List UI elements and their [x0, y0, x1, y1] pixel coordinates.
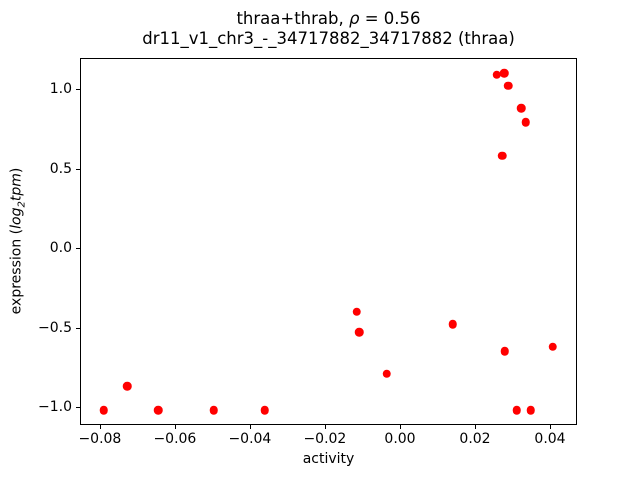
data-point [526, 405, 536, 415]
x-tick-mark [324, 425, 326, 429]
ylabel-log-base: 2 [16, 201, 28, 208]
x-tick-mark [550, 425, 551, 429]
y-tick-label: −1.0 [38, 399, 72, 415]
x-tick-label: −0.06 [153, 431, 197, 447]
data-point [492, 70, 501, 79]
x-tick-mark [174, 425, 176, 429]
title-correlation-value: = 0.56 [359, 9, 421, 28]
data-point [153, 405, 163, 415]
y-tick-label: 0.0 [49, 240, 72, 256]
data-point [548, 342, 557, 351]
x-tick-label: −0.08 [78, 431, 122, 447]
data-point [512, 405, 521, 415]
plot-area [80, 58, 577, 425]
data-point [448, 320, 458, 329]
data-point [500, 347, 509, 356]
data-point [99, 405, 108, 415]
chart-title: thraa+thrab, ρ = 0.56 [80, 9, 577, 29]
y-tick-mark [76, 327, 80, 329]
x-tick-mark [99, 425, 101, 429]
data-point [499, 68, 509, 78]
chart-titles: thraa+thrab, ρ = 0.56 dr11_v1_chr3_-_347… [80, 9, 577, 48]
data-point [382, 369, 392, 378]
x-tick-label: 0.02 [459, 431, 491, 447]
data-point [355, 328, 364, 337]
data-point [260, 405, 270, 415]
x-tick-mark [400, 425, 401, 429]
y-tick-mark [76, 407, 80, 408]
x-tick-label: 0.00 [384, 431, 416, 447]
y-tick-label: 0.5 [49, 160, 72, 177]
data-point [209, 405, 219, 415]
data-point [504, 81, 513, 91]
data-point [516, 103, 526, 113]
data-point [521, 118, 530, 127]
y-tick-label: −0.5 [38, 319, 72, 336]
title-text: thraa+thrab, [236, 9, 349, 28]
y-tick-label: 1.0 [49, 81, 72, 97]
x-tick-mark [249, 425, 251, 429]
y-tick-mark [76, 168, 80, 170]
chart-subtitle: dr11_v1_chr3_-_34717882_34717882 (thraa) [142, 28, 515, 48]
data-point [352, 307, 362, 316]
x-axis-label: activity [302, 451, 355, 467]
ylabel-tpm: tpm [8, 173, 25, 202]
data-point [498, 151, 507, 161]
ylabel-log: log [8, 207, 25, 229]
y-tick-mark [76, 89, 80, 90]
title-rho-symbol: ρ [349, 9, 360, 28]
x-tick-label: −0.02 [303, 431, 347, 447]
x-tick-mark [475, 425, 476, 429]
x-tick-label: −0.04 [228, 431, 272, 447]
y-tick-mark [76, 248, 80, 249]
x-tick-label: 0.04 [534, 431, 566, 447]
data-point [123, 382, 132, 391]
